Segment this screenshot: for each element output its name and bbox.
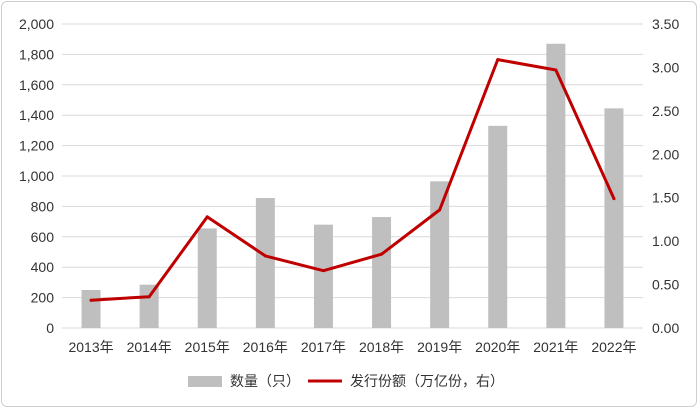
bar [313, 224, 333, 328]
line-point [496, 58, 500, 62]
x-tick-label: 2018年 [359, 339, 404, 355]
legend-swatch-bars [188, 376, 222, 387]
legend-label-bars: 数量（只） [230, 374, 300, 390]
legend: 数量（只） 发行份额（万亿份，右） [188, 374, 504, 390]
series-line [89, 58, 616, 302]
left-tick-label: 400 [31, 259, 55, 275]
bar [546, 43, 566, 328]
x-tick-label: 2022年 [591, 339, 636, 355]
x-axis-ticks: 2013年 2014年 2015年 2016年 2017年 2018年 2019年 2020年… [68, 339, 636, 355]
right-tick-label: 2.00 [652, 146, 679, 162]
left-tick-label: 2,000 [19, 16, 54, 32]
left-tick-label: 1,600 [19, 77, 54, 93]
right-tick-label: 1.50 [652, 190, 679, 206]
x-tick-label: 2016年 [243, 339, 288, 355]
left-tick-label: 1,000 [19, 168, 54, 184]
line-point [205, 215, 209, 219]
left-tick-label: 200 [31, 290, 55, 306]
bar [372, 217, 392, 328]
left-tick-label: 600 [31, 229, 55, 245]
line-point [438, 208, 442, 212]
x-tick-label: 2015年 [185, 339, 230, 355]
line-point [554, 68, 558, 72]
x-tick-label: 2017年 [301, 339, 346, 355]
left-axis-ticks: 0 200 400 600 800 1,000 1,200 1,400 1,600 1,800 2,… [19, 16, 54, 336]
right-tick-label: 3.00 [652, 59, 679, 75]
x-tick-label: 2021年 [533, 339, 578, 355]
right-tick-label: 2.50 [652, 103, 679, 119]
x-tick-label: 2019年 [417, 339, 462, 355]
bar [255, 198, 275, 328]
left-tick-label: 800 [31, 198, 55, 214]
right-tick-label: 0.00 [652, 320, 679, 336]
x-tick-label: 2013年 [68, 339, 113, 355]
line-point [380, 252, 384, 256]
bar [197, 228, 217, 328]
line-point [89, 298, 93, 302]
line-point [321, 269, 325, 273]
x-tick-label: 2014年 [127, 339, 172, 355]
legend-label-line: 发行份额（万亿份，右） [350, 374, 504, 390]
left-tick-label: 1,800 [19, 46, 54, 62]
bar [430, 181, 450, 328]
line-series [89, 58, 616, 302]
bar [81, 290, 101, 328]
line-point [263, 254, 267, 258]
gridlines [62, 23, 643, 329]
x-tick-label: 2020年 [475, 339, 520, 355]
line-point [147, 295, 151, 299]
right-tick-label: 0.50 [652, 277, 679, 293]
bar [488, 125, 508, 328]
left-tick-label: 1,400 [19, 107, 54, 123]
right-axis-ticks: 0.00 0.50 1.00 1.50 2.00 2.50 3.00 3.50 [652, 16, 679, 336]
line-point [612, 197, 616, 201]
left-tick-label: 0 [46, 320, 54, 336]
bar-series [81, 43, 624, 328]
bar [604, 108, 624, 328]
left-tick-label: 1,200 [19, 138, 54, 154]
right-tick-label: 3.50 [652, 16, 679, 32]
right-tick-label: 1.00 [652, 233, 679, 249]
bar [139, 284, 159, 328]
